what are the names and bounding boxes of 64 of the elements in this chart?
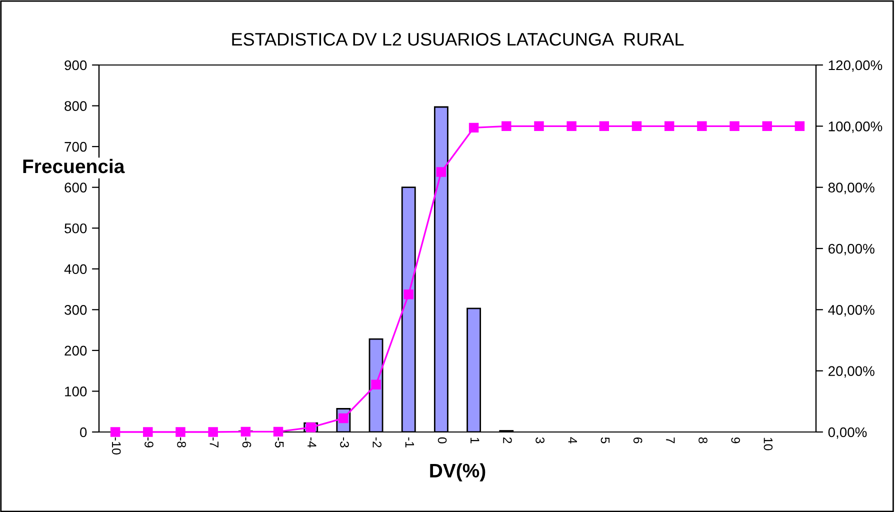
x-tick-label: 10 <box>764 438 773 450</box>
x-tick-label: -9 <box>144 437 154 448</box>
y-axis-title: Frecuencia <box>23 158 125 174</box>
chart-title: ESTADISTICA DV L2 USUARIOS LATACUNGA RURAL <box>232 32 684 46</box>
y2-tick-label: 40,00% <box>828 305 874 316</box>
y-tick-label: 800 <box>64 101 87 111</box>
x-tick-label: 6 <box>633 437 642 444</box>
point <box>502 121 512 132</box>
point <box>599 121 610 132</box>
y-tick-label: 600 <box>64 182 87 193</box>
x-tick-label: -1 <box>405 437 414 448</box>
point <box>436 167 446 177</box>
x-tick-label: -2 <box>372 437 382 448</box>
y-tick-label: 900 <box>64 60 87 70</box>
x-tick-label: -5 <box>274 437 284 448</box>
x-axis-title: DV(%) <box>430 463 486 482</box>
point <box>534 121 544 132</box>
x-tick-label: 2 <box>503 437 512 444</box>
point <box>632 121 642 132</box>
point <box>208 427 218 437</box>
x-tick-label: 9 <box>731 437 740 444</box>
point <box>697 121 707 132</box>
y2-tick-label: 120,00% <box>828 60 882 72</box>
point <box>468 122 479 133</box>
point <box>273 426 284 437</box>
x-tick-label: 4 <box>568 437 577 444</box>
y-tick-label: 500 <box>64 223 87 234</box>
point <box>730 121 740 132</box>
x-tick-label: -10 <box>112 437 121 454</box>
point <box>143 427 153 437</box>
x-tick-label: -8 <box>177 437 186 448</box>
x-tick-label: -6 <box>242 437 252 448</box>
x-tick-label: 8 <box>698 437 708 444</box>
x-tick-label: 3 <box>536 437 544 444</box>
y2-tick-label: 100,00% <box>828 122 882 133</box>
x-tick-label: 1 <box>470 438 480 444</box>
point <box>404 290 414 300</box>
point <box>794 121 805 132</box>
point <box>664 121 674 132</box>
y-tick-label: 100 <box>65 386 87 396</box>
y-tick-label: 400 <box>64 264 87 274</box>
point <box>110 427 120 437</box>
x-tick-label: 0 <box>438 437 447 444</box>
point <box>566 121 576 132</box>
x-tick-label: -7 <box>210 437 218 448</box>
y2-tick-label: 0,00% <box>828 427 867 439</box>
x-tick-label: 7 <box>666 438 675 444</box>
y2-tick-label: 60,00% <box>828 244 874 256</box>
y2-tick-label: 20,00% <box>828 366 874 378</box>
point <box>371 380 381 390</box>
x-tick-label: -4 <box>308 437 316 448</box>
point <box>306 422 316 432</box>
bar <box>466 308 482 432</box>
y-tick-label: 300 <box>64 305 87 315</box>
x-tick-label: -3 <box>340 437 349 448</box>
point <box>240 426 251 437</box>
y-tick-label: 700 <box>64 142 87 152</box>
y-tick-label: 200 <box>64 346 87 356</box>
bar <box>401 186 416 432</box>
point <box>176 427 186 437</box>
point <box>762 121 772 132</box>
y2-tick-label: 80,00% <box>828 182 874 194</box>
bar <box>434 106 448 432</box>
x-tick-label: 5 <box>600 437 610 444</box>
